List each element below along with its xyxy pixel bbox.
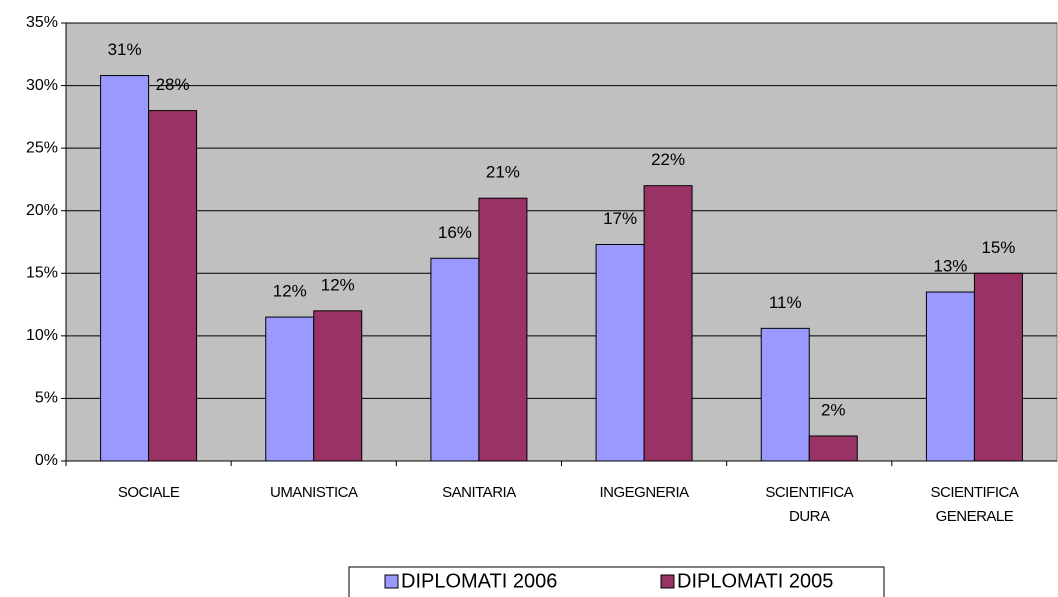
x-tick-label: SCIENTIFICA DURA [765, 484, 853, 525]
bar [313, 310, 363, 462]
x-tick-label: UMANISTICA [270, 484, 358, 501]
data-label: 2% [821, 400, 846, 419]
data-label: 13% [933, 257, 967, 276]
x-tick-label: SCIENTIFICA GENERALE [930, 484, 1018, 525]
bar [430, 257, 480, 462]
plot-area [65, 22, 1058, 462]
y-tick-label: 30% [26, 77, 58, 94]
legend-swatch [660, 574, 675, 589]
bar [760, 327, 810, 462]
data-label: 16% [438, 223, 472, 242]
x-tick-line: DURA [789, 508, 830, 525]
y-tick-label: 35% [26, 14, 58, 31]
y-tick-label: 5% [35, 390, 58, 407]
bar [478, 197, 528, 462]
y-tick-label: 0% [35, 452, 58, 469]
data-label: 21% [486, 163, 520, 182]
bar [148, 110, 198, 462]
x-tick-line: SCIENTIFICA [930, 484, 1018, 501]
data-label: 28% [156, 75, 190, 94]
x-tick-line: SCIENTIFICA [765, 484, 853, 501]
bar [643, 185, 693, 462]
legend-label: DIPLOMATI 2006 [401, 570, 557, 592]
bar [808, 435, 858, 462]
x-tick-label: SANITARIA [442, 484, 516, 501]
data-label: 22% [651, 150, 685, 169]
x-tick-label: SOCIALE [118, 484, 180, 501]
data-label: 11% [769, 293, 802, 312]
bar [595, 244, 645, 462]
data-label: 12% [273, 282, 307, 301]
x-tick-line: GENERALE [936, 508, 1014, 525]
data-label: 12% [321, 275, 355, 294]
data-label: 31% [108, 40, 142, 59]
y-tick-label: 20% [26, 202, 58, 219]
x-tick-label: INGEGNERIA [599, 484, 689, 501]
y-tick-label: 15% [26, 265, 58, 282]
bar [100, 75, 150, 462]
legend-label: DIPLOMATI 2005 [677, 570, 833, 592]
bar [973, 272, 1023, 462]
y-tick-label: 10% [26, 327, 58, 344]
bar [925, 291, 975, 462]
data-label: 17% [603, 209, 637, 228]
legend-box [348, 566, 885, 597]
legend-swatch [384, 574, 399, 589]
y-tick-label: 25% [26, 139, 58, 156]
bar [265, 316, 315, 462]
data-label: 15% [981, 238, 1015, 257]
